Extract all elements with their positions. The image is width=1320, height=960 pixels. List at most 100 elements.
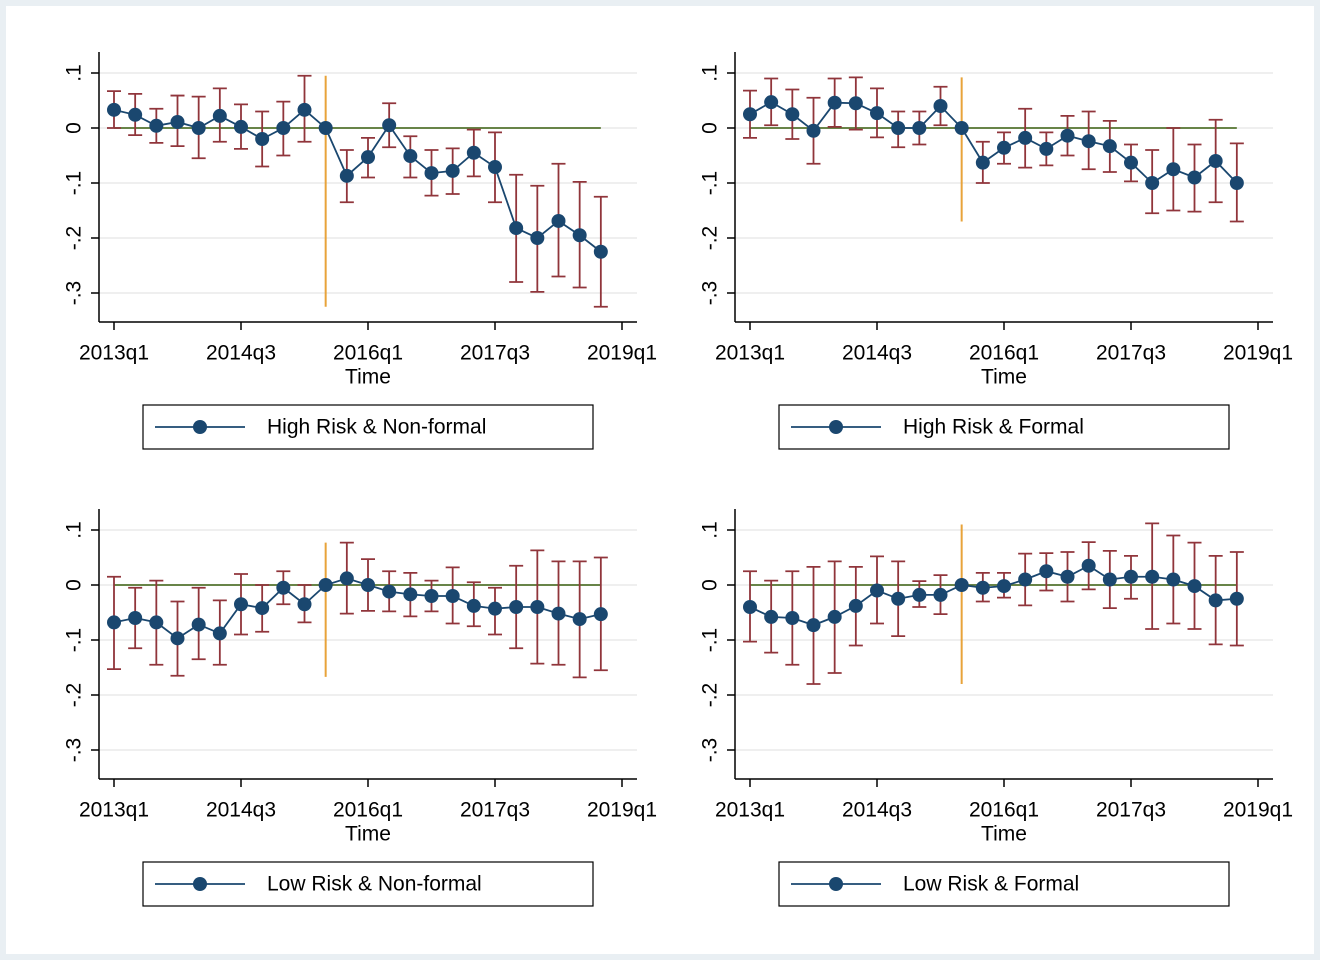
marker <box>997 140 1011 155</box>
marker <box>255 132 270 146</box>
marker <box>128 107 143 122</box>
marker <box>403 587 418 602</box>
marker <box>764 609 779 624</box>
marker <box>1166 162 1181 177</box>
marker <box>975 155 990 170</box>
x-tick-label: 2017q3 <box>1096 342 1166 365</box>
marker <box>297 597 312 612</box>
marker <box>572 228 587 243</box>
marker <box>318 578 333 592</box>
x-tick-label: 2017q3 <box>460 342 530 365</box>
marker <box>912 121 927 135</box>
x-tick-label: 2013q1 <box>79 342 149 365</box>
legend-label: High Risk & Formal <box>903 416 1084 439</box>
marker <box>339 571 354 586</box>
marker <box>509 221 524 236</box>
y-tick-label: .1 <box>699 64 722 82</box>
y-tick-label: .1 <box>63 64 86 82</box>
marker <box>743 600 757 614</box>
marker <box>382 118 397 133</box>
x-tick-label: 2014q3 <box>842 799 912 822</box>
x-tick-label: 2019q1 <box>587 342 657 365</box>
marker <box>954 578 969 592</box>
x-tick-label: 2016q1 <box>333 799 403 822</box>
marker <box>1018 130 1033 145</box>
marker <box>1229 176 1244 190</box>
x-axis-title: Time <box>981 823 1027 846</box>
marker <box>445 163 460 178</box>
marker <box>1208 154 1223 168</box>
x-tick-label: 2019q1 <box>587 799 657 822</box>
marker <box>170 114 185 129</box>
marker <box>149 118 164 133</box>
y-tick-label: -.3 <box>699 281 722 306</box>
marker <box>764 95 779 110</box>
marker <box>361 578 375 592</box>
marker <box>1124 569 1138 584</box>
marker <box>806 123 821 138</box>
y-tick-label: -.3 <box>63 738 86 763</box>
marker <box>1060 569 1075 584</box>
marker <box>1145 176 1160 190</box>
marker <box>1124 155 1138 170</box>
marker <box>191 121 206 135</box>
legend-marker <box>829 420 843 434</box>
x-tick-label: 2014q3 <box>842 342 912 365</box>
x-tick-label: 2017q3 <box>1096 799 1166 822</box>
marker <box>997 579 1011 594</box>
marker <box>1039 564 1054 579</box>
marker <box>551 213 566 228</box>
marker <box>382 584 397 599</box>
marker <box>870 583 884 598</box>
marker <box>488 601 502 616</box>
marker <box>424 166 439 181</box>
marker <box>933 587 948 602</box>
marker <box>975 580 990 595</box>
marker <box>509 600 524 614</box>
marker <box>1166 572 1181 587</box>
marker <box>785 107 800 122</box>
marker <box>212 626 227 641</box>
marker <box>424 589 439 603</box>
marker <box>530 231 545 245</box>
marker <box>1229 591 1244 606</box>
marker <box>848 598 863 613</box>
marker <box>107 615 121 630</box>
x-tick-label: 2016q1 <box>333 342 403 365</box>
marker <box>255 601 270 616</box>
marker <box>297 102 312 117</box>
x-tick-label: 2019q1 <box>1223 799 1293 822</box>
y-tick-label: 0 <box>699 122 722 134</box>
y-tick-label: -.2 <box>699 683 722 708</box>
marker <box>403 149 418 164</box>
marker <box>361 150 375 165</box>
x-tick-label: 2016q1 <box>969 799 1039 822</box>
marker <box>551 606 566 621</box>
marker <box>593 244 608 259</box>
marker <box>870 106 884 121</box>
x-tick-label: 2014q3 <box>206 342 276 365</box>
marker <box>1187 170 1202 185</box>
marker <box>107 102 121 117</box>
marker <box>1081 558 1096 573</box>
y-tick-label: 0 <box>63 122 86 134</box>
marker <box>466 598 481 613</box>
y-tick-label: -.1 <box>63 171 86 196</box>
marker <box>466 145 481 160</box>
marker <box>128 611 143 625</box>
y-tick-label: -.3 <box>699 738 722 763</box>
y-tick-label: -.2 <box>63 683 86 708</box>
marker <box>234 597 248 612</box>
marker <box>149 615 164 630</box>
marker <box>276 580 291 595</box>
x-tick-label: 2014q3 <box>206 799 276 822</box>
marker <box>1060 128 1075 143</box>
marker <box>933 99 948 113</box>
marker <box>743 107 757 122</box>
marker <box>1187 579 1202 594</box>
marker <box>1145 569 1160 584</box>
marker <box>170 631 185 646</box>
marker <box>488 160 502 175</box>
marker <box>785 611 800 625</box>
